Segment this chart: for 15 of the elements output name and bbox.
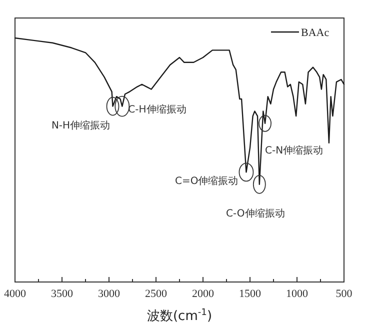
- x-tick-label: 500: [336, 288, 353, 300]
- annotation: C-O伸缩振动: [226, 207, 285, 220]
- x-tick-label: 1000: [286, 288, 308, 300]
- x-tick-label: 4000: [4, 288, 26, 300]
- x-tick-label: 3500: [51, 288, 74, 300]
- annotation: C-N伸缩振动: [265, 144, 324, 156]
- x-tick-label: 3000: [98, 288, 120, 300]
- annotation: C-H伸缩振动: [128, 103, 186, 116]
- annotation: C=O伸缩振动: [175, 175, 238, 188]
- annotation: N-H伸缩振动: [51, 119, 110, 132]
- x-tick-label: 2500: [145, 288, 168, 300]
- legend-label: BAAc: [301, 27, 330, 39]
- x-tick-label: 1500: [239, 288, 262, 300]
- x-axis-title: 波数(cm$^{-1}$): [146, 308, 212, 324]
- x-tick-label: 2000: [192, 288, 214, 300]
